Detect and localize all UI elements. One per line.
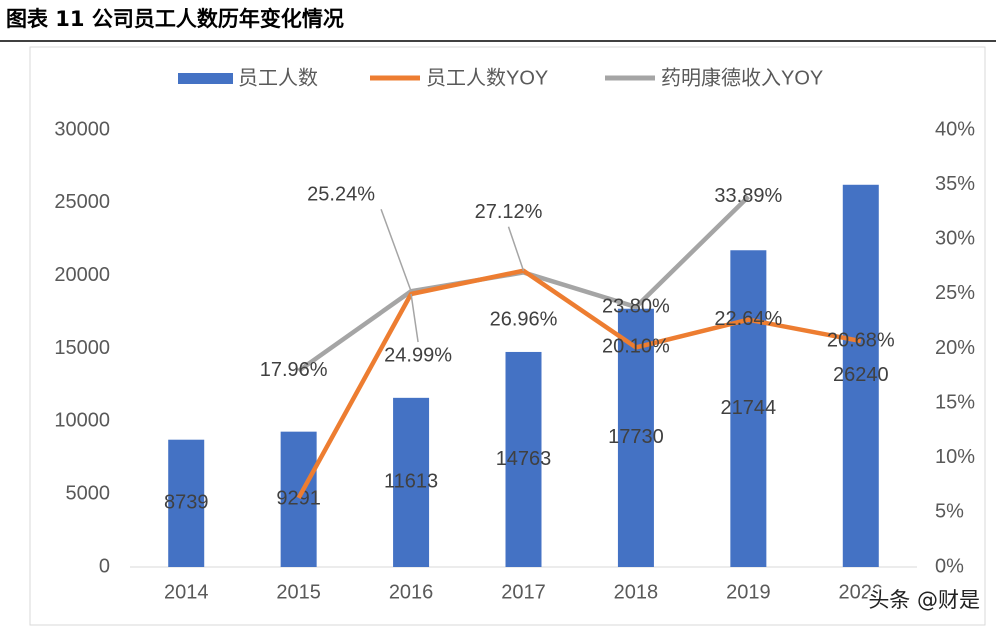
legend-label: 药明康德收入YOY <box>661 66 823 89</box>
y-tick-label: 20000 <box>54 264 110 286</box>
x-tick-label: 2017 <box>501 581 546 603</box>
y-tick-label: 10000 <box>54 410 110 432</box>
bar <box>617 308 654 567</box>
x-tick-label: 2015 <box>276 581 321 603</box>
data-label: 20.10% <box>602 336 670 358</box>
bar <box>168 439 205 567</box>
y-tick-label: 25000 <box>54 191 110 213</box>
y-tick-label: 30000 <box>54 118 110 140</box>
y-tick-label: 0 <box>99 555 110 577</box>
leader-line <box>507 226 525 271</box>
bar <box>505 351 542 567</box>
y-tick-label: 5000 <box>66 482 111 504</box>
data-label: 24.99% <box>384 344 452 366</box>
y2-tick-label: 15% <box>935 391 975 413</box>
y2-tick-label: 30% <box>935 228 975 250</box>
data-label: 21744 <box>721 397 777 419</box>
chart-title: 图表 11 公司员工人数历年变化情况 <box>6 7 344 31</box>
chart-frame <box>29 46 986 626</box>
y2-tick-label: 10% <box>935 446 975 468</box>
x-tick-label: 2014 <box>164 581 209 603</box>
leader-line <box>410 293 419 343</box>
x-tick-label: 2020 <box>839 581 884 603</box>
y2-tick-label: 40% <box>935 118 975 140</box>
data-label: 8739 <box>164 492 209 514</box>
x-tick-label: 2018 <box>614 581 659 603</box>
data-label: 33.89% <box>714 185 782 207</box>
bar <box>280 431 317 567</box>
data-label: 11613 <box>384 471 438 493</box>
data-label: 26.96% <box>490 309 558 331</box>
data-label: 22.64% <box>714 308 782 330</box>
x-tick-label: 2016 <box>389 581 434 603</box>
data-label: 20.68% <box>827 329 895 351</box>
legend-label: 员工人数YOY <box>426 66 548 89</box>
data-label: 9291 <box>276 488 321 510</box>
data-label: 25.24% <box>307 184 375 206</box>
y2-tick-label: 35% <box>935 173 975 195</box>
y2-tick-label: 20% <box>935 337 975 359</box>
data-label: 27.12% <box>475 201 543 223</box>
bar <box>842 184 879 567</box>
series-line <box>296 268 862 500</box>
y2-tick-label: 5% <box>935 501 964 523</box>
y2-tick-label: 25% <box>935 282 975 304</box>
bar <box>393 397 430 567</box>
data-label: 23.80% <box>602 295 670 317</box>
legend-label: 员工人数 <box>238 66 318 89</box>
bar <box>730 250 767 568</box>
watermark: 头条 @财是 <box>868 588 980 612</box>
data-label: 17.96% <box>260 359 328 381</box>
leader-line <box>380 208 412 292</box>
x-tick-label: 2019 <box>726 581 771 603</box>
data-label: 26240 <box>833 364 889 386</box>
y2-tick-label: 0% <box>935 555 964 577</box>
data-label: 14763 <box>496 448 552 470</box>
legend-swatch <box>178 73 233 84</box>
y-tick-label: 15000 <box>54 337 110 359</box>
data-label: 17730 <box>608 426 664 448</box>
